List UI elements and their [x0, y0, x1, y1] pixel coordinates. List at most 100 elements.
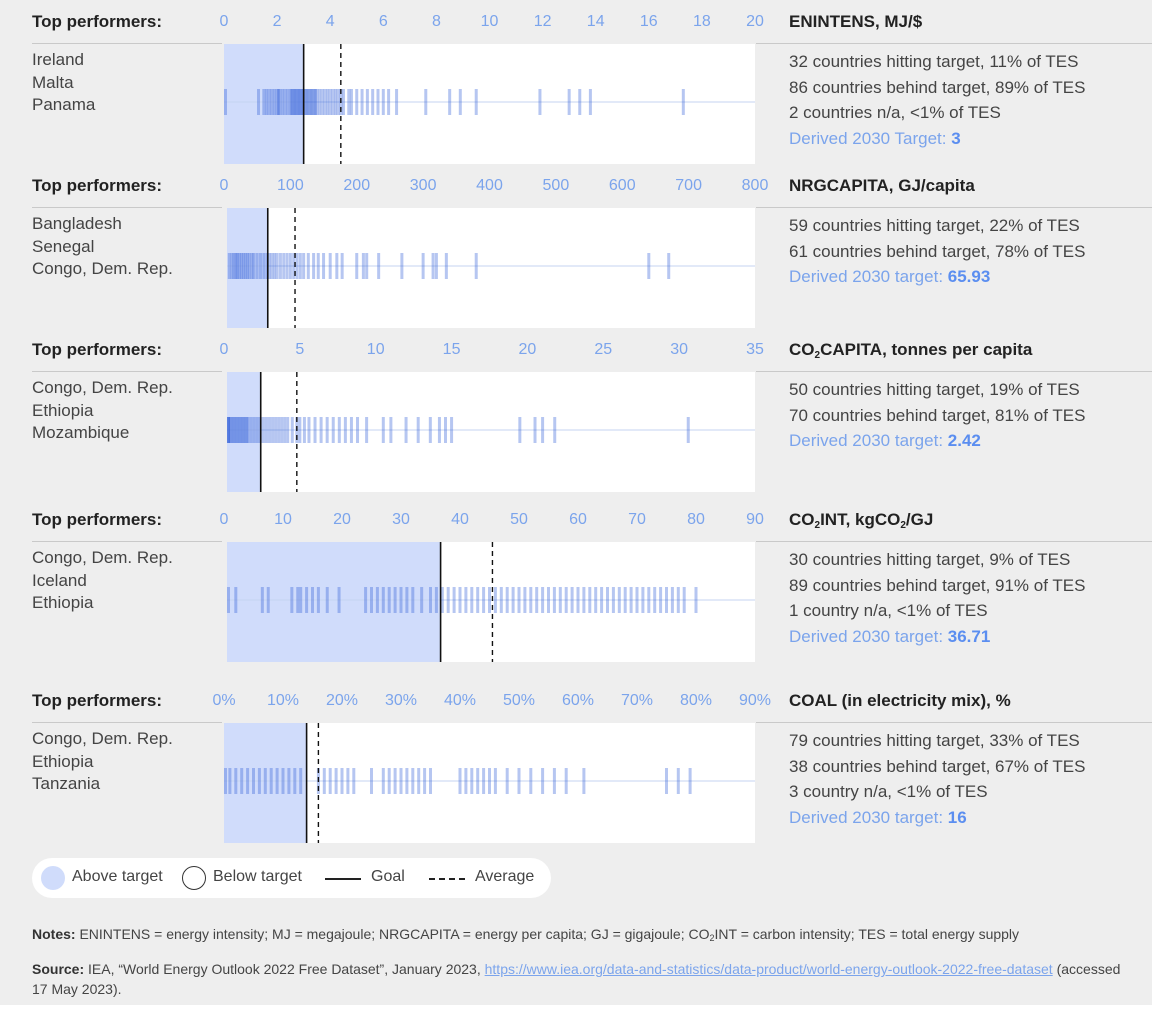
country-mark — [647, 253, 651, 279]
country-mark — [232, 253, 236, 279]
country-mark — [334, 89, 338, 115]
subscript-2: 2 — [900, 520, 906, 531]
country-mark — [424, 89, 428, 115]
country-mark — [470, 587, 474, 613]
x-tick-label: 30% — [384, 692, 418, 709]
below-target-swatch — [182, 866, 206, 890]
country-mark — [263, 768, 267, 794]
country-mark — [246, 768, 250, 794]
above-target-region — [227, 542, 441, 662]
country-name: Congo, Dem. Rep. — [32, 729, 173, 748]
country-mark — [290, 417, 294, 443]
country-mark — [387, 587, 391, 613]
country-mark — [306, 89, 310, 115]
country-name: Ireland — [32, 50, 84, 69]
country-mark — [262, 253, 266, 279]
country-mark — [234, 768, 238, 794]
country-mark — [538, 89, 542, 115]
country-name: Ethiopia — [32, 400, 94, 420]
country-mark — [517, 768, 521, 794]
country-mark — [276, 89, 280, 115]
country-mark — [237, 253, 241, 279]
country-name: Congo, Dem. Rep. — [32, 378, 173, 397]
country-mark — [547, 587, 550, 613]
country-mark — [227, 417, 231, 443]
country-mark — [606, 587, 609, 613]
country-mark — [588, 89, 592, 115]
country-mark — [682, 587, 686, 613]
country-mark — [285, 253, 289, 279]
country-mark — [564, 768, 568, 794]
country-mark — [264, 417, 268, 443]
country-mark — [464, 587, 468, 613]
country-mark — [349, 417, 353, 443]
country-mark — [272, 253, 276, 279]
x-tick-label: 500 — [542, 177, 570, 194]
country-mark — [283, 417, 287, 443]
country-mark — [288, 89, 292, 115]
country-mark — [541, 768, 545, 794]
country-mark — [318, 89, 322, 115]
x-tick-label: 20 — [518, 341, 537, 358]
country-mark — [482, 587, 486, 613]
country-mark — [448, 89, 452, 115]
stat-line: 70 countries behind target, 81% of TES — [789, 405, 1086, 425]
notes: Notes: ENINTENS = energy intensity; MJ =… — [32, 926, 1019, 943]
country-mark — [282, 253, 286, 279]
country-mark — [493, 587, 497, 613]
stat-line: 38 countries behind target, 67% of TES — [789, 756, 1086, 776]
x-tick-label: 20 — [746, 13, 764, 30]
x-tick-label: 10 — [274, 511, 292, 528]
country-mark — [686, 417, 690, 443]
country-name: Senegal — [32, 236, 95, 256]
country-mark — [286, 417, 290, 443]
country-mark — [360, 89, 364, 115]
x-tick-label: 10 — [366, 341, 385, 358]
country-mark — [234, 253, 238, 279]
top-performers-list: Bangladesh Senegal Congo, Dem. Rep. — [32, 213, 173, 281]
country-mark — [299, 89, 303, 115]
country-mark — [337, 417, 341, 443]
target-value: 65.93 — [947, 267, 991, 286]
source-link[interactable]: https://www.iea.org/data-and-statistics/… — [484, 961, 1053, 977]
country-name: Ethiopia — [32, 593, 94, 612]
top-performers-label: Top performers: — [32, 510, 163, 529]
target-label: Derived 2030 target: — [789, 267, 948, 286]
country-mark — [440, 587, 444, 613]
x-tick-label: 40 — [451, 511, 469, 528]
x-tick-label: 8 — [431, 13, 441, 30]
legend: Above target Below target Goal Average — [32, 858, 551, 898]
country-mark — [316, 253, 320, 279]
country-mark — [336, 89, 340, 115]
country-mark — [676, 587, 680, 613]
country-name: Mozambique — [32, 423, 130, 442]
x-tick-label: 20 — [333, 511, 351, 528]
subscript-2: 2 — [814, 520, 821, 531]
country-mark — [322, 768, 326, 794]
country-mark — [676, 768, 680, 794]
divider — [32, 207, 222, 208]
country-mark — [292, 89, 296, 115]
country-mark — [400, 253, 404, 279]
country-mark — [234, 587, 238, 613]
country-mark — [576, 587, 580, 613]
country-mark — [252, 768, 255, 794]
country-mark — [299, 768, 303, 794]
country-mark — [641, 587, 645, 613]
country-mark — [243, 417, 247, 443]
country-mark — [582, 768, 586, 794]
country-mark — [429, 768, 432, 794]
metric-title: CO2INT, kgCO2/GJ — [789, 510, 933, 531]
country-mark — [600, 587, 604, 613]
country-mark — [280, 89, 284, 115]
strip-svg — [227, 208, 755, 328]
country-mark — [444, 417, 448, 443]
strip-svg — [224, 44, 755, 164]
country-mark — [262, 89, 266, 115]
country-mark — [255, 417, 259, 443]
source: Source: IEA, “World Energy Outlook 2022 … — [32, 959, 1132, 999]
country-mark — [322, 253, 326, 279]
country-mark — [474, 253, 478, 279]
country-mark — [269, 768, 273, 794]
metric-title: COAL (in electricity mix), % — [789, 691, 1011, 710]
